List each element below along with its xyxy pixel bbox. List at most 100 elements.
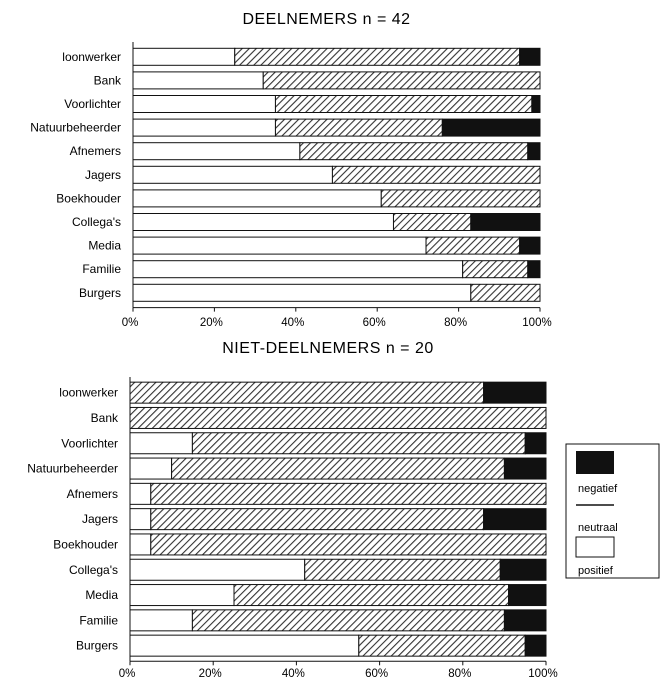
- bar-segment-negatief: [524, 432, 547, 455]
- bar-segment-neutraal: [274, 95, 533, 113]
- bar-segment-neutraal: [380, 189, 541, 208]
- bar-segment-positief: [129, 558, 306, 581]
- x-tick-label: 0%: [119, 668, 136, 680]
- category-label: Jagers: [82, 512, 118, 526]
- bar-segment-neutraal: [262, 71, 541, 90]
- plot-2: NIET-DEELNEMERS n = 20 loonwerker Bank Voor…: [27, 340, 557, 680]
- legend-swatch-positief: [575, 536, 615, 558]
- bar-segment-negatief: [531, 95, 541, 113]
- bar-segment-positief: [129, 634, 360, 657]
- x-tick-label: 0%: [122, 317, 139, 329]
- x-tick-label: 20%: [200, 317, 223, 329]
- bar-segment-positief: [129, 457, 173, 480]
- bar-segment-neutraal: [331, 165, 541, 184]
- bar-segment-negatief: [527, 260, 541, 279]
- category-label: Media: [85, 588, 118, 602]
- bar-segment-neutraal: [392, 213, 472, 231]
- category-label: Afnemers: [67, 487, 118, 501]
- x-tick-label: 20%: [199, 668, 222, 680]
- bar-segment-positief: [132, 118, 276, 137]
- bar-segment-negatief: [527, 142, 541, 161]
- bar-segment-negatief: [519, 47, 541, 66]
- category-label: Boekhouder: [53, 537, 118, 551]
- bar-segment-neutraal: [233, 584, 510, 607]
- category-label: Collega's: [72, 215, 121, 229]
- bar-segment-positief: [129, 432, 193, 455]
- bar-segment-positief: [129, 609, 193, 632]
- bar-segment-neutraal: [129, 381, 485, 404]
- chart-title: NIET-DEELNEMERS n = 20: [222, 340, 434, 357]
- bar-segment-neutraal: [425, 236, 521, 255]
- bar-segment-negatief: [483, 381, 547, 404]
- bar-segment-negatief: [524, 634, 547, 657]
- category-label: Jagers: [85, 168, 121, 182]
- bar-segment-neutraal: [304, 558, 501, 581]
- bar-segment-negatief: [519, 236, 541, 255]
- bar-segment-positief: [132, 47, 236, 66]
- bar-segment-positief: [132, 165, 333, 184]
- bar-segment-negatief: [503, 609, 547, 632]
- bar-segment-positief: [129, 584, 235, 607]
- category-label: Natuurbeheerder: [30, 121, 121, 135]
- category-label: Voorlichter: [61, 436, 118, 450]
- bar-segment-neutraal: [171, 457, 505, 480]
- category-label: Burgers: [76, 639, 118, 653]
- bar-segment-neutraal: [129, 406, 547, 429]
- bar-segment-neutraal: [358, 634, 526, 657]
- bar-segment-positief: [132, 283, 472, 302]
- bar-segment-negatief: [470, 213, 541, 231]
- legend-swatch-negatief: [576, 451, 614, 474]
- bar-segment-positief: [129, 533, 152, 556]
- bar-segment-positief: [132, 95, 276, 113]
- x-tick-label: 60%: [365, 668, 388, 680]
- bar-segment-negatief: [508, 584, 547, 607]
- bar-segment-positief: [132, 236, 427, 255]
- bar-segment-negatief: [483, 508, 547, 531]
- bar-segment-positief: [129, 508, 152, 531]
- x-tick-label: 40%: [281, 317, 304, 329]
- bar-segment-positief: [129, 482, 152, 505]
- category-label: Media: [88, 239, 121, 253]
- bar-segment-negatief: [499, 558, 547, 581]
- bar-segment-neutraal: [191, 432, 526, 455]
- bar-segment-negatief: [441, 118, 541, 137]
- category-label: loonwerker: [59, 386, 118, 400]
- bar-segment-positief: [132, 213, 394, 231]
- bar-segment-negatief: [503, 457, 547, 480]
- plot-1: DEELNEMERS n = 42 loonwerker Bank Voorlicht…: [30, 11, 551, 329]
- category-label: Collega's: [69, 563, 118, 577]
- bar-segment-positief: [132, 260, 464, 279]
- category-label: Burgers: [79, 286, 121, 300]
- bar-segment-neutraal: [150, 508, 485, 531]
- x-tick-label: 80%: [448, 668, 471, 680]
- bar-segment-neutraal: [234, 47, 521, 66]
- x-tick-label: 100%: [522, 317, 551, 329]
- category-label: Afnemers: [70, 144, 121, 158]
- bar-segment-positief: [132, 142, 301, 161]
- legend-label-negatief: negatief: [578, 483, 618, 495]
- bar-segment-neutraal: [299, 142, 529, 161]
- bar-segment-positief: [132, 189, 382, 208]
- bar-segment-neutraal: [462, 260, 529, 279]
- category-label: Natuurbeheerder: [27, 462, 118, 476]
- legend-label-neutraal: neutraal: [578, 522, 618, 534]
- category-label: Bank: [91, 411, 119, 425]
- bar-segment-neutraal: [274, 118, 443, 137]
- category-label: Boekhouder: [56, 191, 121, 205]
- legend-label-positief: positief: [578, 565, 614, 577]
- x-tick-label: 60%: [363, 317, 386, 329]
- category-label: Voorlichter: [64, 97, 121, 111]
- category-label: Familie: [82, 262, 121, 276]
- x-tick-label: 80%: [444, 317, 467, 329]
- chart-title: DEELNEMERS n = 42: [242, 11, 410, 28]
- x-tick-label: 40%: [282, 668, 305, 680]
- category-label: Familie: [79, 613, 118, 627]
- bar-segment-neutraal: [470, 283, 541, 302]
- bar-segment-neutraal: [150, 482, 547, 505]
- bar-segment-positief: [132, 71, 264, 90]
- legend: negatief neutraal positief: [565, 443, 660, 579]
- category-label: Bank: [94, 73, 122, 87]
- category-label: loonwerker: [62, 50, 121, 64]
- x-tick-label: 100%: [528, 668, 557, 680]
